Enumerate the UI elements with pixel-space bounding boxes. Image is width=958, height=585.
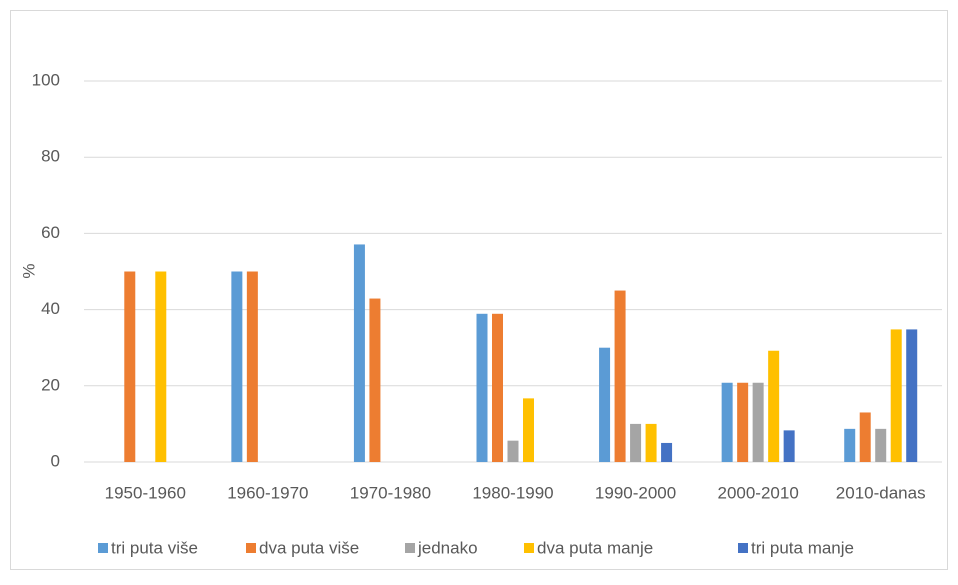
x-tick-label: 1960-1970 bbox=[227, 483, 308, 502]
y-axis-label: % bbox=[19, 263, 38, 278]
x-tick-label: 1970-1980 bbox=[350, 483, 431, 502]
y-tick-label: 80 bbox=[41, 147, 60, 166]
x-tick-label: 1950-1960 bbox=[105, 483, 186, 502]
y-tick-label: 60 bbox=[41, 223, 60, 242]
legend-label: jednako bbox=[417, 538, 478, 557]
bar bbox=[859, 412, 871, 462]
y-tick-label: 100 bbox=[32, 70, 60, 89]
bar bbox=[875, 428, 887, 462]
x-tick-label: 1990-2000 bbox=[595, 483, 676, 502]
bar bbox=[599, 347, 611, 462]
x-tick-label: 1980-1990 bbox=[472, 483, 553, 502]
bar bbox=[630, 423, 642, 462]
legend-swatch bbox=[738, 543, 748, 553]
bar bbox=[783, 430, 795, 462]
bar bbox=[645, 423, 657, 462]
bar bbox=[523, 398, 534, 462]
y-tick-label: 40 bbox=[41, 299, 60, 318]
legend-label: tri puta više bbox=[111, 538, 198, 557]
legend-label: dva puta više bbox=[259, 538, 359, 557]
bar bbox=[246, 271, 258, 462]
bar bbox=[737, 382, 749, 462]
bar bbox=[768, 350, 780, 462]
y-tick-label: 0 bbox=[51, 451, 60, 470]
bar bbox=[369, 298, 381, 462]
bar bbox=[507, 440, 519, 462]
bar bbox=[906, 329, 918, 462]
chart-border bbox=[10, 10, 948, 570]
bar bbox=[353, 244, 365, 462]
bar bbox=[752, 382, 764, 462]
y-tick-label: 20 bbox=[41, 375, 60, 394]
bar bbox=[890, 329, 902, 462]
bar bbox=[124, 271, 136, 462]
bar bbox=[492, 313, 503, 462]
legend-swatch bbox=[246, 543, 256, 553]
legend-swatch bbox=[98, 543, 108, 553]
legend-label: dva puta manje bbox=[537, 538, 653, 557]
bar bbox=[231, 271, 243, 462]
bar bbox=[844, 428, 856, 462]
bar bbox=[614, 290, 626, 462]
bar bbox=[155, 271, 167, 462]
legend-swatch bbox=[524, 543, 534, 553]
bar bbox=[721, 382, 733, 462]
legend-swatch bbox=[405, 543, 415, 553]
bar bbox=[661, 442, 673, 462]
legend-label: tri puta manje bbox=[751, 538, 854, 557]
x-tick-label: 2000-2010 bbox=[717, 483, 798, 502]
x-tick-label: 2010-danas bbox=[836, 483, 926, 502]
bar bbox=[476, 313, 488, 462]
